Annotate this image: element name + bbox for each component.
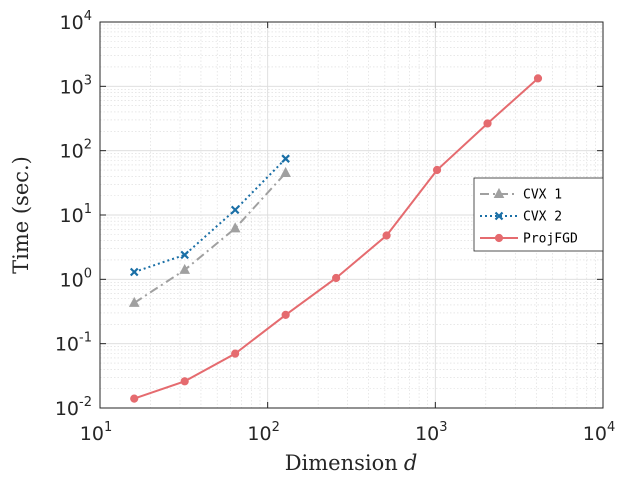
legend-item-cvx-1: CVX 1 bbox=[480, 188, 562, 203]
data-point-projfgd bbox=[382, 231, 391, 240]
y-tick-label-base: 10 bbox=[55, 398, 79, 420]
data-point-projfgd bbox=[281, 310, 290, 319]
data-point-cvx-1 bbox=[179, 263, 191, 274]
y-tick-label: 10-2 bbox=[55, 395, 92, 420]
x-tick-label-exponent: 1 bbox=[104, 420, 112, 435]
x-tick-label-base: 10 bbox=[415, 423, 439, 445]
y-tick-label-base: 10 bbox=[60, 76, 84, 98]
x-axis-title-text: Dimension bbox=[285, 451, 398, 475]
x-tick-label-base: 10 bbox=[247, 423, 271, 445]
y-tick-label-base: 10 bbox=[60, 12, 84, 34]
legend-item-projfgd: ProjFGD bbox=[480, 232, 578, 247]
legend-marker-cvx-2 bbox=[494, 211, 504, 221]
data-point-projfgd bbox=[231, 349, 240, 358]
x-tick-label-exponent: 3 bbox=[439, 420, 447, 435]
x-tick-label: 101 bbox=[80, 420, 112, 445]
y-tick-label-base: 10 bbox=[60, 141, 84, 163]
legend-label-cvx-1: CVX 1 bbox=[523, 188, 562, 203]
x-tick-label-exponent: 2 bbox=[272, 420, 280, 435]
x-tick-label: 104 bbox=[583, 420, 615, 445]
y-tick-label: 104 bbox=[60, 9, 92, 34]
legend-label-projfgd: ProjFGD bbox=[523, 232, 578, 247]
data-point-cvx-1 bbox=[128, 296, 140, 307]
y-tick-label: 10-1 bbox=[55, 331, 92, 356]
y-tick-label-exponent: 2 bbox=[84, 138, 92, 153]
series-line-cvx-2 bbox=[133, 158, 287, 273]
x-tick-label-base: 10 bbox=[583, 423, 607, 445]
y-tick-label-base: 10 bbox=[60, 205, 84, 227]
legend-items: CVX 1 CVX 2 ProjFGD bbox=[480, 188, 578, 247]
data-point-projfgd bbox=[483, 119, 492, 128]
y-tick-label-exponent: -1 bbox=[79, 331, 92, 346]
y-tick-label-base: 10 bbox=[60, 269, 84, 291]
y-tick-label: 103 bbox=[60, 73, 92, 98]
x-tick-label: 103 bbox=[415, 420, 447, 445]
y-tick-label-exponent: 3 bbox=[84, 73, 92, 88]
x-tick-label-exponent: 4 bbox=[607, 420, 615, 435]
y-tick-label: 102 bbox=[60, 138, 92, 163]
series-projfgd bbox=[130, 74, 543, 403]
y-tick-label-exponent: 4 bbox=[84, 9, 92, 24]
data-point-projfgd bbox=[432, 165, 442, 175]
y-tick-label-exponent: 1 bbox=[84, 202, 92, 217]
y-axis-title: Time (sec.) bbox=[9, 156, 33, 274]
y-tick-label-exponent: 0 bbox=[84, 266, 92, 281]
data-point-projfgd bbox=[130, 394, 139, 403]
legend-marker-projfgd bbox=[494, 233, 504, 243]
data-point-projfgd bbox=[180, 377, 189, 386]
x-tick-label-base: 10 bbox=[80, 423, 104, 445]
data-point-cvx-1 bbox=[280, 166, 291, 177]
x-axis-title: Dimension d bbox=[285, 451, 418, 475]
data-point-cvx-2 bbox=[230, 205, 240, 215]
y-tick-label-base: 10 bbox=[55, 334, 79, 356]
legend-marker-cvx-1 bbox=[493, 187, 505, 198]
x-tick-label: 102 bbox=[247, 420, 279, 445]
y-tick-label: 100 bbox=[60, 266, 92, 291]
legend-label-cvx-2: CVX 2 bbox=[523, 210, 562, 225]
data-point-cvx-2 bbox=[281, 154, 290, 163]
data-point-cvx-2 bbox=[129, 267, 139, 277]
legend: CVX 1 CVX 2 ProjFGD bbox=[473, 177, 604, 252]
data-point-cvx-1 bbox=[229, 222, 241, 233]
y-tick-label-exponent: -2 bbox=[79, 395, 92, 410]
x-axis-title-variable: d bbox=[404, 451, 417, 475]
y-tick-label: 101 bbox=[60, 202, 92, 227]
legend-item-cvx-2: CVX 2 bbox=[480, 210, 562, 225]
series-cvx-2 bbox=[129, 154, 290, 277]
data-point-cvx-2 bbox=[180, 250, 189, 260]
series-layer bbox=[128, 74, 543, 403]
data-point-projfgd bbox=[332, 273, 341, 283]
series-cvx-1 bbox=[128, 166, 291, 307]
data-point-projfgd bbox=[533, 74, 543, 83]
